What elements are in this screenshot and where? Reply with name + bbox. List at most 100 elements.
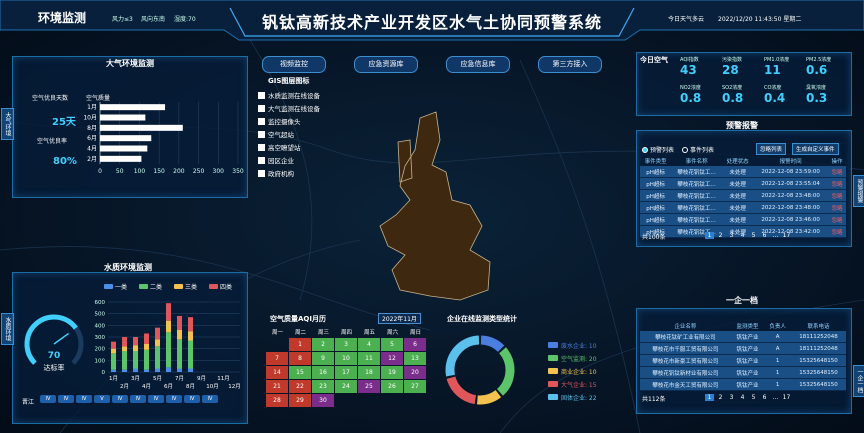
donut-segment <box>446 376 477 405</box>
cell: 未处理 <box>722 189 754 202</box>
calendar-day: 25 <box>358 380 380 393</box>
cell: 攀枝花钒钛工… <box>671 225 723 238</box>
cell: A <box>764 331 791 343</box>
bar <box>100 155 142 162</box>
page-button[interactable]: ... <box>772 394 779 401</box>
header-frame <box>0 0 864 41</box>
table-row[interactable]: pH超标 攀枝花钒钛工… 未处理 2022-12-08 23:59:00 忽略 <box>640 166 846 178</box>
bar-segment <box>177 339 182 369</box>
page-button[interactable]: 6 <box>762 232 767 239</box>
metric-value: 28 <box>722 63 739 77</box>
metric-label: PM1.0浓度 <box>764 57 790 63</box>
nav-button[interactable]: 应急信息库 <box>446 56 510 73</box>
legend-label: 大气企业: 15 <box>561 381 597 389</box>
data-table[interactable]: 事件类型 事件名称 处理状态 报警时间 操作 pH超标 攀枝花钒钛工… 未处理 2022-12-… <box>640 155 846 238</box>
page-button[interactable]: 6 <box>762 394 767 401</box>
cell: 1 <box>764 354 791 367</box>
table-row[interactable]: 攀枝花市新豪工贸有限公司 钒钛产业 1 15325648150 <box>640 354 846 367</box>
panel-title: 水质环境监测 <box>104 263 152 272</box>
table-row[interactable]: 攀枝花市金天工贸有限公司 钒钛产业 1 15325648150 <box>640 378 846 391</box>
gis-label: 园区企业 <box>268 157 294 165</box>
action-button[interactable]: 忽略列表 <box>756 143 787 155</box>
air-quality-chart: 0 50 100 150 200 250 300 350 1月 10月 8月 6月 4月 2月 <box>83 102 244 175</box>
weekday: 周四 <box>340 330 352 336</box>
legend-swatch <box>104 284 113 289</box>
bar-segment <box>188 368 193 372</box>
legend-label: 废水企业: 10 <box>561 342 597 350</box>
header-cell: 事件类型 <box>644 158 667 165</box>
air-today-panel <box>636 52 852 116</box>
page-button[interactable]: 1 <box>705 232 714 239</box>
cell: 15325648150 <box>790 354 846 367</box>
side-tab[interactable]: 大气环境 <box>1 108 14 140</box>
calendar-day: 24 <box>335 380 357 393</box>
page-button[interactable]: 5 <box>751 394 756 401</box>
cell: 攀枝花市千服工贸有限公司 <box>640 342 731 355</box>
cell: 攀枝花钒钛新材业有限公司 <box>640 366 731 379</box>
metric-label: PM2.5浓度 <box>806 57 832 63</box>
bar-segment <box>122 369 127 372</box>
nav-button[interactable]: 视频监控 <box>262 56 326 73</box>
weekday: 周五 <box>363 330 375 336</box>
nav-button[interactable]: 应急资源库 <box>354 56 418 73</box>
checkbox <box>258 169 265 177</box>
data-table[interactable]: 企业名称 监测类型 负责人 联系电话 攀枝花钛矿工业有限公司 钒钛产业 A 181112520… <box>640 320 846 391</box>
cell: 1 <box>764 378 791 391</box>
table-row[interactable]: pH超标 攀枝花钒钛工… 未处理 2022-12-08 23:55:04 忽略 <box>640 177 846 190</box>
water-quality-chart: 一类 二类 三类 四类 0 100 200 300 400 500 600 1月2月3月4月5月6月7… <box>95 283 241 390</box>
table-row[interactable]: pH超标 攀枝花钒钛工… 未处理 2022-12-08 23:48:00 忽略 <box>640 201 846 214</box>
cell: 18111252048 <box>790 331 846 343</box>
page-button[interactable]: 5 <box>751 232 756 239</box>
bar-segment <box>166 320 171 333</box>
page-button[interactable]: 4 <box>740 232 745 239</box>
checkbox <box>258 91 265 99</box>
page-title: 钒钛高新技术产业开发区水气土协同预警系统 <box>261 13 603 32</box>
table-row[interactable]: 攀枝花市千服工贸有限公司 钒钛产业 A 18111252048 <box>640 342 846 355</box>
gis-label: 高空瞭望站 <box>268 144 301 152</box>
header-cell: 报警时间 <box>779 158 802 165</box>
page-button[interactable]: 3 <box>729 394 734 401</box>
cell: 攀枝花钒钛工… <box>671 201 723 214</box>
cell: 钒钛产业 <box>730 366 765 379</box>
table-row[interactable]: pH超标 攀枝花钒钛工… 未处理 2022-12-08 23:46:00 忽略 <box>640 213 846 226</box>
donut-title: 企业在线监测类型统计 <box>447 315 517 323</box>
page-button[interactable]: ... <box>772 232 779 239</box>
grade-badge: IV <box>148 395 164 403</box>
cell: 忽略 <box>828 213 846 226</box>
table-row[interactable]: 攀枝花钛矿工业有限公司 钒钛产业 A 18111252048 <box>640 331 846 343</box>
list-tab[interactable]: 事件列表 <box>682 145 714 154</box>
tab-label[interactable]: 事件列表 <box>690 147 715 154</box>
action-button[interactable]: 生成自定义事件 <box>792 143 839 155</box>
nav-button[interactable]: 第三方接入 <box>538 56 602 73</box>
page-button[interactable]: 4 <box>740 394 745 401</box>
table-row[interactable]: 攀枝花钒钛新材业有限公司 钒钛产业 1 15325648150 <box>640 366 846 379</box>
page-button[interactable]: 2 <box>718 394 723 401</box>
month-select[interactable]: 2022年11月 <box>378 313 421 324</box>
page-button[interactable]: 17 <box>782 394 791 401</box>
page-button[interactable]: 1 <box>705 394 714 401</box>
district-map[interactable] <box>379 111 491 301</box>
cell: 忽略 <box>828 177 846 190</box>
calendar-day: 2 <box>312 338 334 351</box>
x-tick-label: 200 <box>173 168 185 175</box>
page-button[interactable]: 17 <box>782 232 791 239</box>
site-name: 晋江 <box>22 399 35 406</box>
weekday: 周二 <box>294 330 306 336</box>
bar-segment <box>111 353 116 370</box>
side-tab[interactable]: 一企一档 <box>853 365 864 397</box>
metric-value: 0.8 <box>722 91 744 105</box>
legend-label: 三类 <box>185 283 197 291</box>
calendar-day: 27 <box>404 380 426 393</box>
compliance-gauge: 70 达标率 <box>24 314 84 372</box>
list-tab[interactable]: 预警列表 <box>642 145 674 154</box>
table-row[interactable]: pH超标 攀枝花钒钛工… 未处理 2022-12-08 23:48:00 忽略 <box>640 189 846 202</box>
tab-label[interactable]: 预警列表 <box>650 147 675 154</box>
side-tab[interactable]: 水质环境 <box>1 313 14 345</box>
page-button[interactable]: 2 <box>718 232 723 239</box>
cell: 未处理 <box>722 213 754 226</box>
y-tick-label: 2月 <box>87 156 97 163</box>
gis-label: 大气监测在线设备 <box>268 105 320 113</box>
page-button[interactable]: 3 <box>729 232 734 239</box>
side-tab[interactable]: 预警报警 <box>853 175 864 207</box>
calendar-day: 9 <box>312 352 334 365</box>
